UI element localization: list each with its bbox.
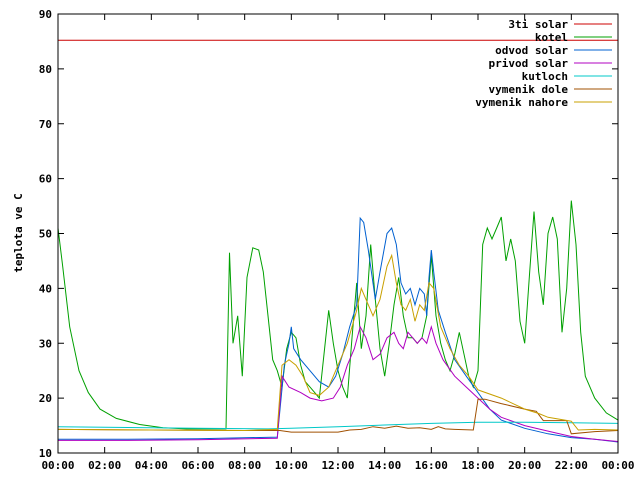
legend-label-vymenik-dole: vymenik dole [489,83,569,96]
y-tick-label: 10 [39,447,52,460]
legend-label-odvod-solar: odvod solar [495,44,568,57]
series-lines [57,39,619,443]
x-tick-label: 10:00 [275,459,308,472]
x-tick-label: 00:00 [601,459,634,472]
x-tick-label: 06:00 [181,459,214,472]
y-tick-label: 80 [39,63,52,76]
series-line-vymenik-dole [57,398,619,435]
y-tick-label: 90 [39,8,52,21]
y-tick-label: 70 [39,118,52,131]
x-tick-label: 20:00 [508,459,541,472]
series-line-kotel [57,200,619,430]
x-tick-label: 04:00 [135,459,168,472]
legend-label-vymenik-nahore: vymenik nahore [475,96,568,109]
x-tick-label: 00:00 [41,459,74,472]
x-tick-label: 08:00 [228,459,261,472]
ticks: 10 20 30 40 50 60 70 80 90 00:00 02:00 04:00 06:00 08… [39,8,635,472]
series-line-privod-solar [58,324,619,442]
x-tick-label: 18:00 [461,459,494,472]
y-tick-label: 30 [39,337,52,350]
x-tick-label: 22:00 [555,459,588,472]
x-tick-label: 16:00 [415,459,448,472]
y-axis-title: teplota ve C [12,193,25,272]
series-line-odvod-solar [58,216,619,443]
series-line-kutloch [57,421,619,430]
y-tick-label: 40 [39,282,52,295]
x-tick-label: 14:00 [368,459,401,472]
x-tick-label: 02:00 [88,459,121,472]
y-tick-label: 20 [39,392,52,405]
legend-label-kutloch: kutloch [522,70,568,83]
y-tick-label: 50 [39,228,52,241]
legend-label-3ti-solar: 3ti solar [508,18,568,31]
series-line-vymenik-nahore [57,253,619,432]
legend-label-privod-solar: privod solar [489,57,569,70]
legend-label-kotel: kotel [535,31,568,44]
x-tick-label: 12:00 [321,459,354,472]
y-tick-label: 60 [39,173,52,186]
